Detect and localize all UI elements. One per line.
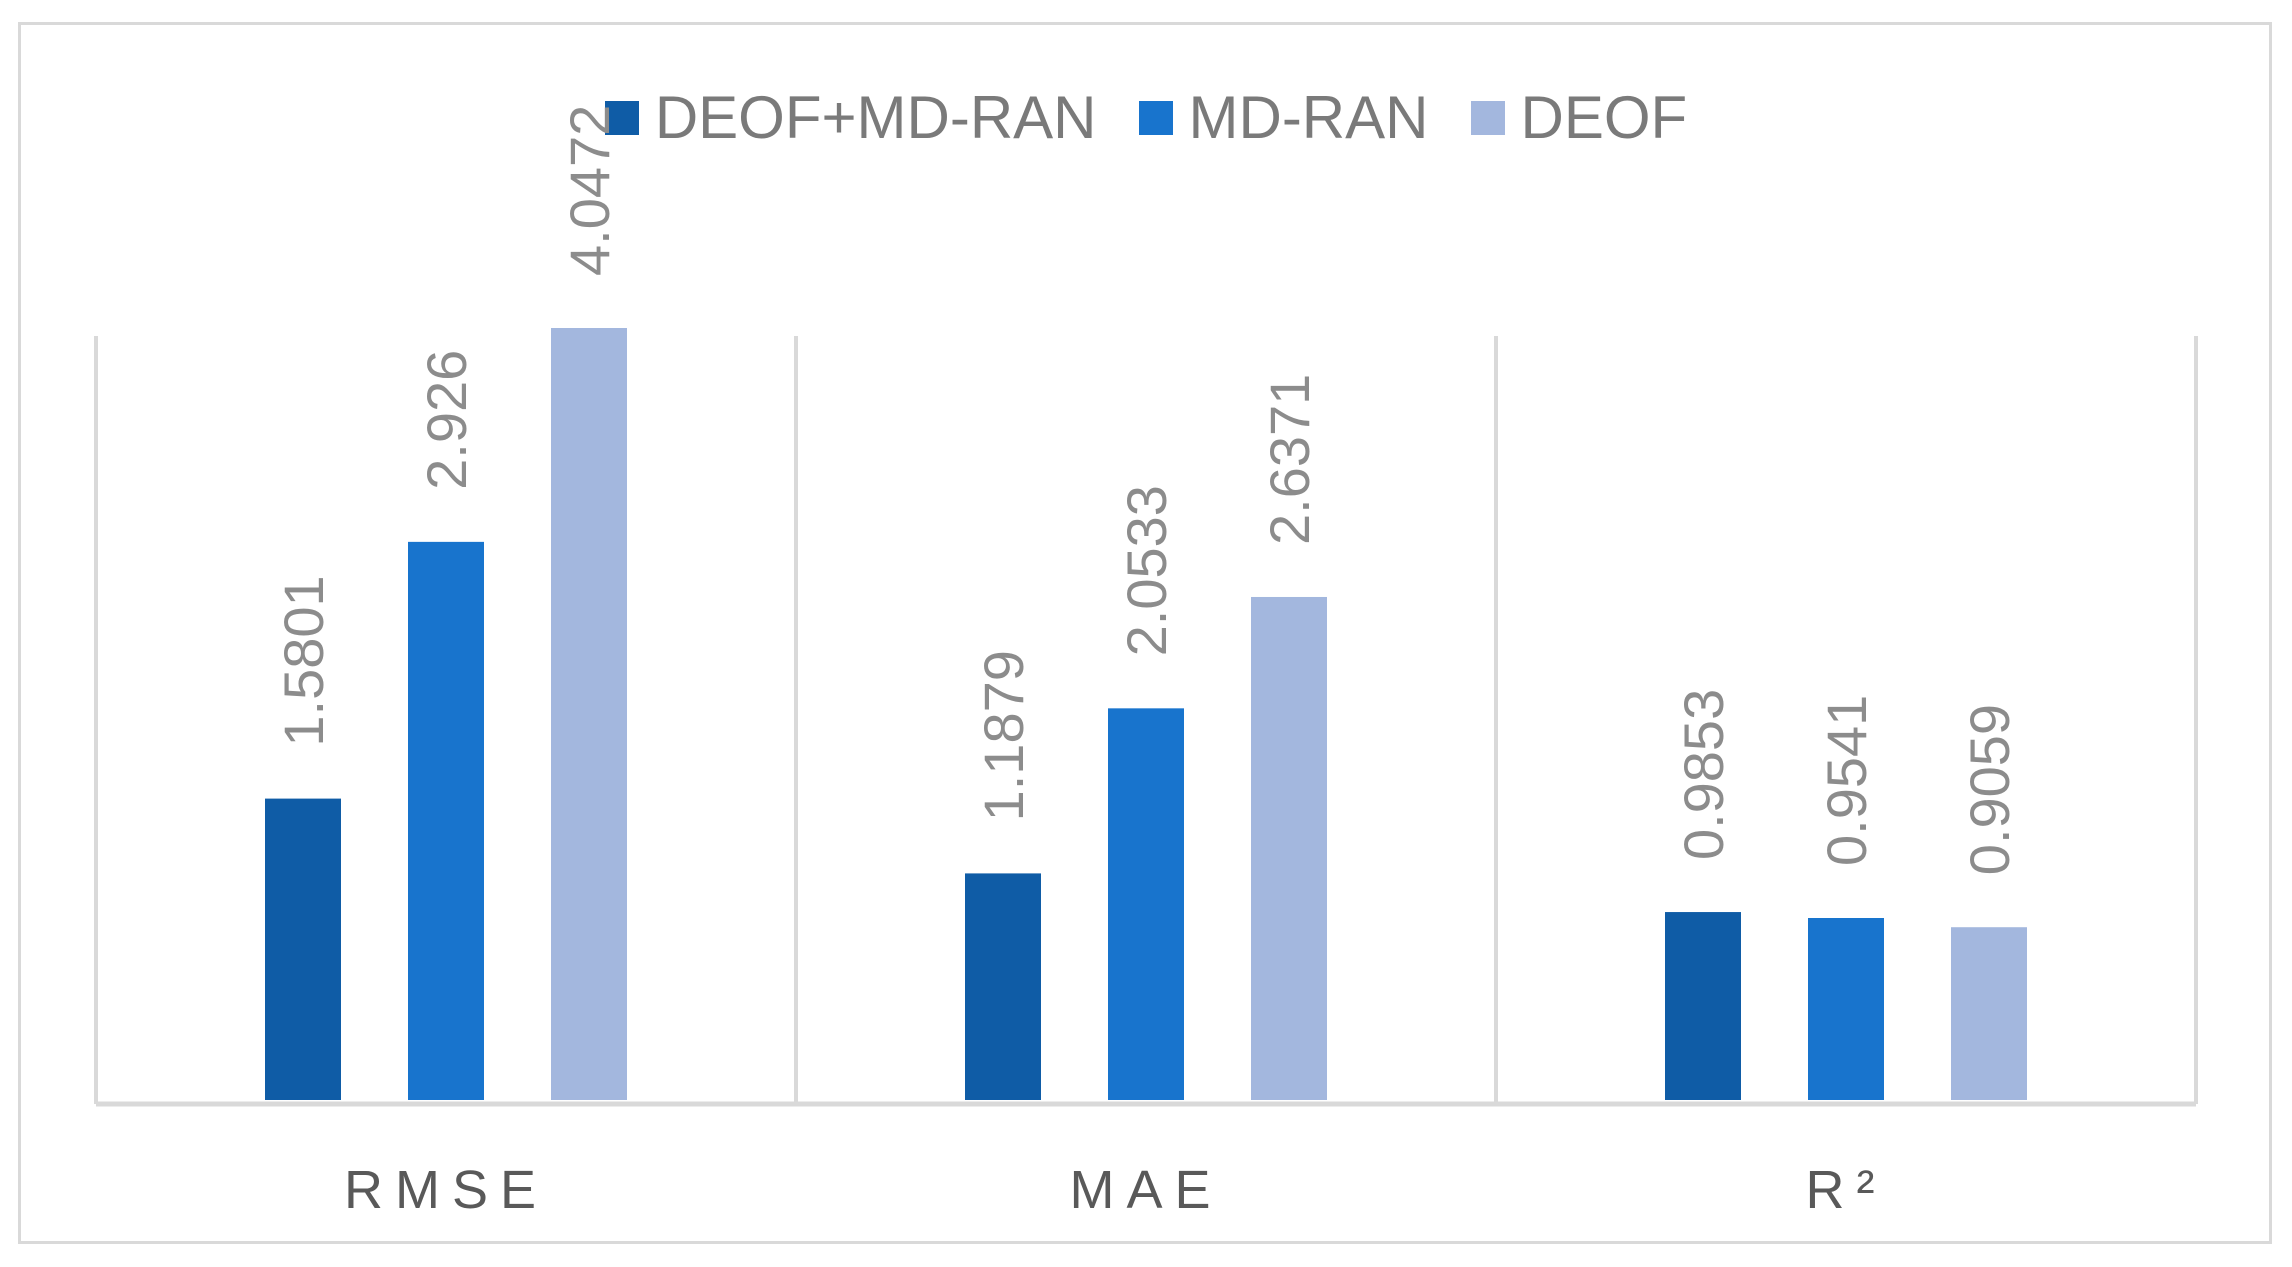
bar-2-1 xyxy=(1808,918,1884,1100)
legend-label-md-ran: MD-RAN xyxy=(1188,84,1429,151)
legend-item-md-ran: MD-RAN xyxy=(1138,84,1429,151)
bar-1-2 xyxy=(1251,596,1327,1100)
data-label-2-1: 0.9541 xyxy=(1815,695,1878,866)
category-label-2: R² xyxy=(1806,1160,1887,1220)
grid-layer xyxy=(94,336,2198,1107)
bar-1-1 xyxy=(1108,708,1184,1100)
legend-label-deof-md-ran: DEOF+MD-RAN xyxy=(654,84,1097,151)
data-label-2-0: 0.9853 xyxy=(1672,689,1735,860)
category-label-0: RMSE xyxy=(344,1160,548,1220)
legend-swatch-md-ran xyxy=(1138,101,1173,135)
category-layer: RMSE MAE R² xyxy=(344,1160,1887,1220)
legend-swatch-deof-md-ran xyxy=(604,101,639,135)
bar-2-0 xyxy=(1665,912,1741,1100)
data-label-2-2: 0.9059 xyxy=(1958,704,2021,875)
data-label-0-0: 1.5801 xyxy=(272,575,335,746)
bars-layer xyxy=(265,328,2027,1100)
data-label-1-1: 2.0533 xyxy=(1115,485,1178,656)
labels-layer: 1.5801 2.926 4.0472 1.1879 2.0533 2.6371 0.985… xyxy=(272,105,2021,875)
legend-item-deof-md-ran: DEOF+MD-RAN xyxy=(604,84,1097,151)
bar-0-1 xyxy=(408,541,484,1100)
legend-swatch-deof xyxy=(1470,101,1505,135)
legend-item-deof: DEOF xyxy=(1470,84,1688,151)
legend: DEOF+MD-RAN MD-RAN DEOF xyxy=(0,88,2292,148)
bar-1-0 xyxy=(965,873,1041,1100)
category-label-1: MAE xyxy=(1069,1160,1222,1220)
data-label-1-0: 1.1879 xyxy=(972,650,1035,821)
data-label-0-2: 4.0472 xyxy=(558,105,621,276)
bar-2-2 xyxy=(1951,927,2027,1100)
bar-0-2 xyxy=(551,328,627,1100)
bar-0-0 xyxy=(265,798,341,1100)
data-label-0-1: 2.926 xyxy=(415,350,478,490)
legend-label-deof: DEOF xyxy=(1520,84,1688,151)
data-label-1-2: 2.6371 xyxy=(1258,374,1321,545)
